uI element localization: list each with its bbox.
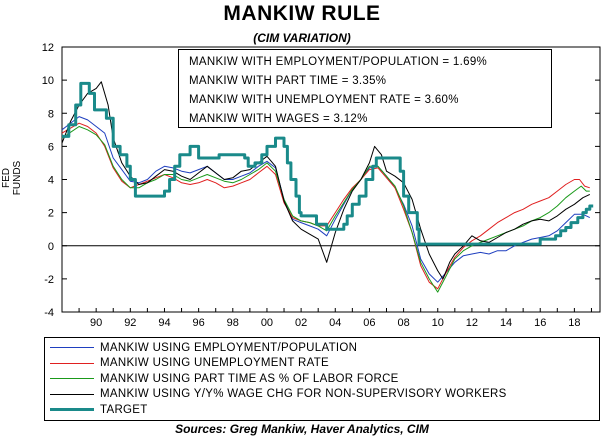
legend-label: MANKIW USING PART TIME AS % OF LABOR FOR… <box>100 372 399 385</box>
chart-subtitle: (CIM VARIATION) <box>253 31 351 45</box>
x-tick-label: 02 <box>295 317 307 329</box>
y-axis: -4 -2 0 2 4 6 8 10 12 <box>42 42 600 319</box>
y-tick-label: 8 <box>48 108 54 120</box>
annotation-line: MANKIW WITH PART TIME = 3.35% <box>189 75 387 87</box>
annotation-line: MANKIW WITH EMPLOYMENT/POPULATION = 1.69… <box>189 56 488 68</box>
y-tick-label: 12 <box>42 42 54 54</box>
legend-item: MANKIW USING EMPLOYMENT/POPULATION <box>50 340 599 356</box>
source-note: Sources: Greg Mankiw, Haver Analytics, C… <box>175 422 429 436</box>
x-tick-label: 98 <box>227 317 239 329</box>
legend-item: MANKIW USING PART TIME AS % OF LABOR FOR… <box>50 371 599 387</box>
x-tick-label: 94 <box>158 317 170 329</box>
x-tick-label: 12 <box>466 317 478 329</box>
y-tick-label: -2 <box>44 274 54 286</box>
y-tick-label: 0 <box>48 241 54 253</box>
series-line <box>61 126 590 293</box>
annotation-box: MANKIW WITH EMPLOYMENT/POPULATION = 1.69… <box>178 49 552 128</box>
x-tick-label: 08 <box>397 317 409 329</box>
x-tick-label: 10 <box>432 317 444 329</box>
x-axis: 90 92 94 96 98 00 02 04 06 08 10 12 14 16 18 <box>61 308 592 329</box>
legend-swatch <box>50 408 94 412</box>
legend-item: MANKIW USING UNEMPLOYMENT RATE <box>50 356 599 372</box>
series-line <box>62 81 594 246</box>
legend: MANKIW USING EMPLOYMENT/POPULATION MANKI… <box>44 337 600 421</box>
series-layer <box>61 81 594 293</box>
x-tick-label: 18 <box>568 317 580 329</box>
annotation-line: MANKIW WITH WAGES = 3.12% <box>189 113 368 125</box>
y-axis-label: FED FUNDS <box>1 160 23 196</box>
legend-swatch <box>50 378 94 380</box>
series-line <box>61 116 591 283</box>
y-tick-label: -4 <box>44 307 54 319</box>
x-tick-label: 16 <box>534 317 546 329</box>
chart-title: MANKIW RULE <box>223 2 381 25</box>
y-tick-label: 10 <box>42 75 54 87</box>
legend-label: MANKIW USING UNEMPLOYMENT RATE <box>100 357 330 370</box>
legend-item: MANKIW USING Y/Y% WAGE CHG FOR NON-SUPER… <box>50 387 599 403</box>
legend-swatch <box>50 362 94 364</box>
legend-label: MANKIW USING Y/Y% WAGE CHG FOR NON-SUPER… <box>100 388 507 401</box>
legend-item: TARGET <box>50 402 599 418</box>
x-tick-label: 04 <box>329 317 341 329</box>
x-tick-label: 14 <box>500 317 512 329</box>
x-tick-label: 90 <box>90 317 102 329</box>
legend-swatch <box>50 393 94 395</box>
y-tick-label: 4 <box>48 175 54 187</box>
annotation-line: MANKIW WITH UNEMPLOYMENT RATE = 3.60% <box>189 94 459 106</box>
x-tick-label: 00 <box>261 317 273 329</box>
legend-label: TARGET <box>100 403 148 416</box>
y-tick-label: 2 <box>48 208 54 220</box>
x-tick-label: 92 <box>124 317 136 329</box>
x-tick-label: 96 <box>193 317 205 329</box>
x-tick-label: 06 <box>363 317 375 329</box>
series-line <box>61 81 591 280</box>
y-tick-label: 6 <box>48 141 54 153</box>
series-line <box>61 122 590 290</box>
legend-swatch <box>50 347 94 349</box>
legend-label: MANKIW USING EMPLOYMENT/POPULATION <box>100 341 358 354</box>
